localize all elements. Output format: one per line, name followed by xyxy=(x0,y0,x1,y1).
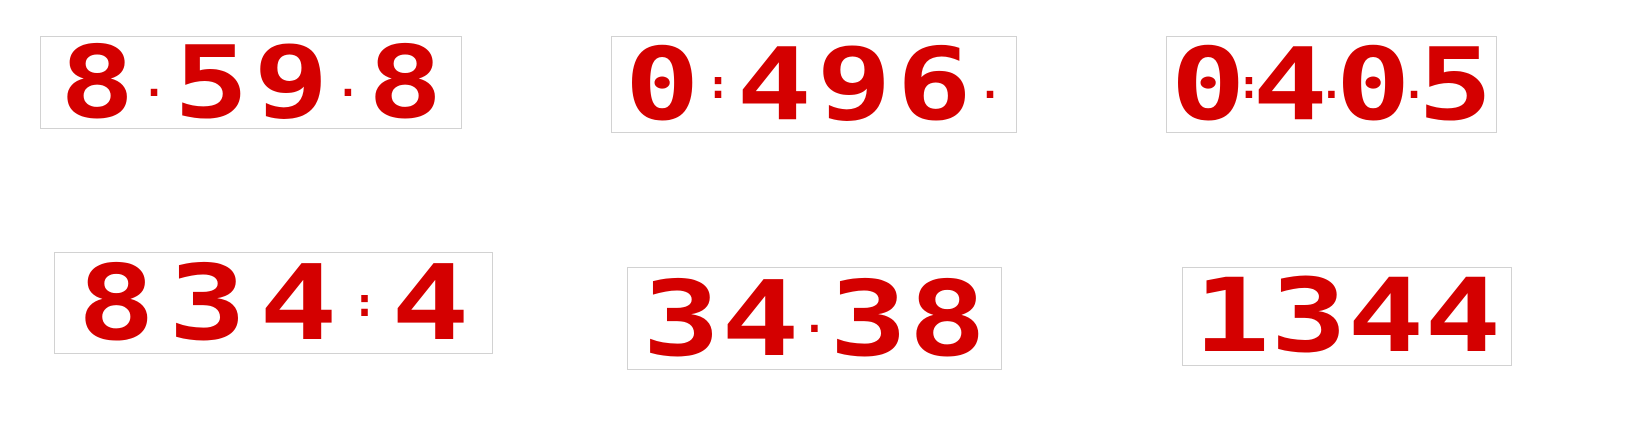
digit: 8 xyxy=(366,23,443,141)
digit: 0 xyxy=(1335,25,1411,143)
digit: 0 xyxy=(1170,25,1246,143)
digit-readout-2: 0 : 4 9 6 . xyxy=(612,25,1016,143)
separator: . xyxy=(141,59,167,106)
display-panel-1: 8 . 5 9 . 8 xyxy=(40,32,462,132)
digit: 8 xyxy=(59,23,135,141)
separator: : xyxy=(1236,61,1261,108)
digit-readout-1: 8 . 5 9 . 8 xyxy=(41,32,461,132)
digit: 5 xyxy=(172,23,249,141)
digit: 4 xyxy=(259,242,338,364)
display-panel-6: 1 3 4 4 xyxy=(1182,256,1512,376)
digit: 4 xyxy=(1424,256,1501,376)
digit: 4 xyxy=(1252,25,1328,143)
separator: : xyxy=(705,61,731,108)
digit: 4 xyxy=(391,242,470,364)
digit-readout-3: 0 : 4 . 0 . 5 xyxy=(1167,25,1496,143)
digit: 4 xyxy=(721,257,800,380)
digit: 9 xyxy=(816,25,892,143)
display-panel-3: 0 : 4 . 0 . 5 xyxy=(1166,25,1497,143)
separator: . xyxy=(335,59,361,106)
digit: 9 xyxy=(253,23,329,141)
separator: . xyxy=(977,61,1003,108)
digit: 3 xyxy=(168,242,247,364)
digit-readout-5: 3 4 . 3 8 xyxy=(628,257,1001,380)
digit: 8 xyxy=(908,257,987,380)
digit-readout-4: 8 3 4 : 4 xyxy=(55,242,492,364)
digit: 4 xyxy=(736,25,812,143)
display-panel-2: 0 : 4 9 6 . xyxy=(611,25,1017,143)
digit: 8 xyxy=(77,242,156,364)
digit: 5 xyxy=(1417,25,1493,143)
separator: . xyxy=(1319,61,1344,108)
digit: 6 xyxy=(896,25,972,143)
display-panel-4: 8 3 4 : 4 xyxy=(54,242,493,364)
display-panel-5: 3 4 . 3 8 xyxy=(627,257,1002,380)
digit: 3 xyxy=(829,257,908,380)
digit-readout-6: 1 3 4 4 xyxy=(1183,256,1511,376)
digit: 0 xyxy=(624,25,700,143)
digit: 1 xyxy=(1193,256,1270,376)
separator: . xyxy=(802,295,827,342)
digit: 3 xyxy=(1270,256,1347,376)
digit: 3 xyxy=(642,257,721,380)
separator: : xyxy=(352,280,377,326)
digit: 4 xyxy=(1347,256,1424,376)
separator: . xyxy=(1401,61,1427,108)
